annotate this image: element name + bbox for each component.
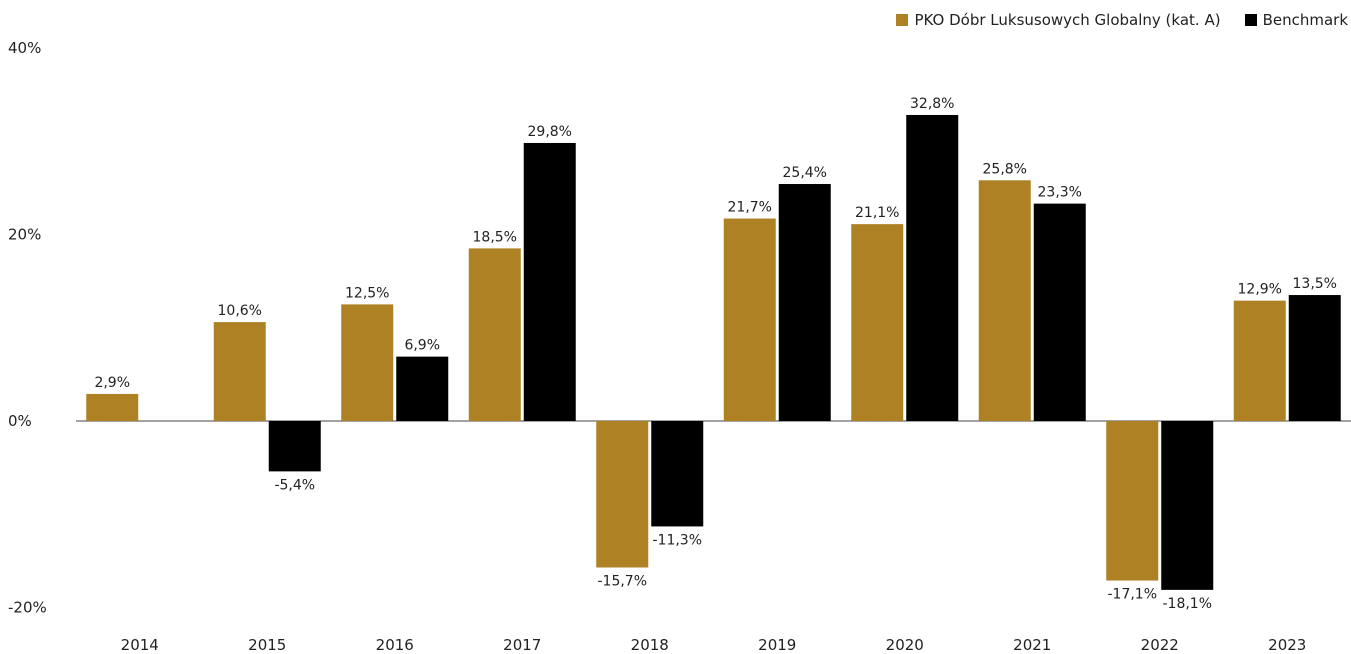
bar-benchmark	[268, 421, 321, 472]
data-label: 12,5%	[345, 285, 389, 301]
data-label: 21,1%	[855, 205, 899, 221]
bar-fund	[723, 218, 776, 421]
bar-benchmark	[906, 114, 959, 421]
bar-benchmark	[1161, 421, 1214, 590]
x-tick-label: 2020	[886, 636, 924, 654]
bar-benchmark	[1033, 203, 1086, 421]
bar-fund	[341, 304, 394, 421]
data-label: 12,9%	[1238, 282, 1282, 298]
data-label: -15,7%	[597, 573, 647, 589]
bar-benchmark	[778, 184, 831, 421]
x-tick-label: 2014	[121, 636, 159, 654]
data-label: 10,6%	[218, 303, 262, 319]
y-tick-label: 20%	[8, 225, 41, 243]
legend: PKO Dóbr Luksusowych Globalny (kat. A) B…	[896, 11, 1348, 29]
bar-fund	[1106, 421, 1159, 581]
x-tick-label: 2023	[1268, 636, 1306, 654]
x-tick-label: 2015	[248, 636, 286, 654]
legend-label-benchmark: Benchmark	[1262, 11, 1348, 29]
bar-fund	[86, 393, 139, 421]
data-label: 2,9%	[94, 375, 130, 391]
data-label: 25,4%	[783, 165, 827, 181]
data-label: -5,4%	[274, 477, 315, 493]
y-tick-label: 0%	[8, 412, 32, 430]
data-label: 29,8%	[528, 124, 572, 140]
data-label: 32,8%	[910, 96, 954, 112]
x-tick-label: 2019	[758, 636, 796, 654]
legend-label-fund: PKO Dóbr Luksusowych Globalny (kat. A)	[914, 11, 1221, 29]
data-label: 23,3%	[1038, 185, 1082, 201]
x-tick-label: 2021	[1013, 636, 1051, 654]
bar-benchmark	[1288, 295, 1341, 421]
data-label: 13,5%	[1293, 276, 1337, 292]
x-tick-label: 2018	[631, 636, 669, 654]
bar-fund	[851, 224, 904, 421]
data-label: 25,8%	[983, 161, 1027, 177]
bar-fund	[468, 248, 521, 421]
data-label: 6,9%	[404, 338, 440, 354]
x-tick-label: 2016	[376, 636, 414, 654]
bar-fund	[978, 180, 1031, 421]
bar-fund	[1233, 300, 1286, 421]
bar-benchmark	[651, 421, 704, 527]
x-tick-label: 2017	[503, 636, 541, 654]
data-label: 21,7%	[728, 200, 772, 216]
y-tick-label: -20%	[8, 599, 47, 617]
bar-fund	[596, 421, 649, 568]
data-label: -17,1%	[1107, 587, 1157, 603]
y-tick-label: 40%	[8, 39, 41, 57]
bar-benchmark	[396, 356, 449, 421]
x-tick-label: 2022	[1141, 636, 1179, 654]
data-label: -18,1%	[1162, 596, 1212, 612]
data-label: -11,3%	[652, 532, 702, 548]
legend-item-fund: PKO Dóbr Luksusowych Globalny (kat. A)	[896, 11, 1221, 29]
legend-swatch-fund	[896, 14, 909, 26]
legend-item-benchmark: Benchmark	[1244, 11, 1348, 29]
data-label: 18,5%	[473, 229, 517, 245]
bar-fund	[213, 322, 266, 421]
bar-benchmark	[523, 142, 576, 421]
legend-swatch-benchmark	[1244, 14, 1257, 26]
